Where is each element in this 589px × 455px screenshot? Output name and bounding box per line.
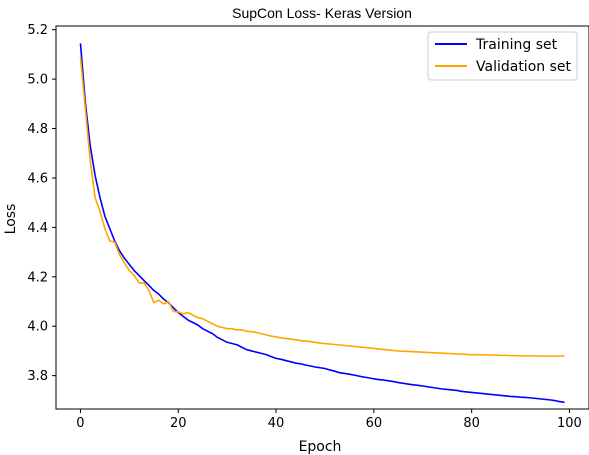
x-tick-label: 100 <box>557 416 582 431</box>
x-tick-label: 60 <box>366 416 383 431</box>
x-axis-ticks: 0 20 40 60 80 100 <box>76 409 582 431</box>
y-tick-label: 3.8 <box>27 369 48 384</box>
validation-set-line <box>79 56 565 357</box>
chart-title: SupCon Loss- Keras Version <box>232 5 412 21</box>
x-tick-label: 0 <box>76 416 84 431</box>
y-tick-label: 4.4 <box>27 221 48 236</box>
legend: Training set Validation set <box>427 31 578 81</box>
y-tick-label: 4.8 <box>27 122 48 137</box>
y-tick-label: 4.2 <box>27 270 48 285</box>
y-tick-label: 4.0 <box>27 320 48 335</box>
plot-area <box>55 25 589 410</box>
legend-label-validation: Validation set <box>476 59 571 75</box>
y-tick-label: 5.2 <box>27 23 48 38</box>
training-set-line <box>79 43 565 404</box>
x-tick-label: 80 <box>463 416 480 431</box>
plot-frame <box>55 25 589 410</box>
y-axis-ticks: 3.8 4.0 4.2 4.4 4.6 4.8 5.0 5.2 <box>27 23 56 384</box>
series-layer <box>79 43 565 404</box>
y-axis-label: Loss <box>3 204 19 235</box>
x-tick-label: 20 <box>170 416 187 431</box>
legend-label-training: Training set <box>475 37 558 53</box>
y-tick-label: 5.0 <box>27 73 48 88</box>
x-axis-label: Epoch <box>299 439 342 455</box>
x-tick-label: 40 <box>268 416 285 431</box>
y-tick-label: 4.6 <box>27 171 48 186</box>
